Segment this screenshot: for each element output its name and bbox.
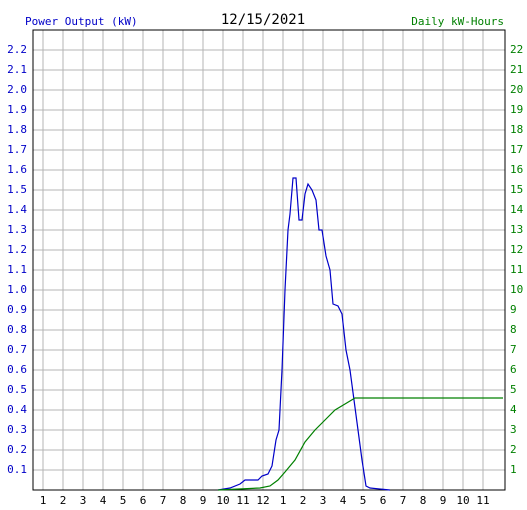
y-tick-label: 0.8 bbox=[7, 323, 27, 336]
y-tick-label: 0.2 bbox=[7, 443, 27, 456]
y2-tick-label: 3 bbox=[510, 423, 517, 436]
x-tick-label: 5 bbox=[360, 494, 367, 507]
y2-tick-label: 14 bbox=[510, 203, 524, 216]
x-tick-label: 10 bbox=[216, 494, 229, 507]
y2-tick-label: 21 bbox=[510, 63, 523, 76]
y-tick-label: 0.9 bbox=[7, 303, 27, 316]
x-tick-label: 7 bbox=[400, 494, 407, 507]
y-tick-label: 1.0 bbox=[7, 283, 27, 296]
y-axis-title: Power Output (kW) bbox=[25, 15, 138, 28]
y2-tick-label: 18 bbox=[510, 123, 523, 136]
y2-axis-title: Daily kW-Hours bbox=[411, 15, 504, 28]
x-tick-label: 4 bbox=[340, 494, 347, 507]
y2-tick-label: 17 bbox=[510, 143, 523, 156]
y-tick-label: 0.4 bbox=[7, 403, 27, 416]
y-tick-label: 0.1 bbox=[7, 463, 27, 476]
y2-tick-label: 19 bbox=[510, 103, 523, 116]
chart-title: 12/15/2021 bbox=[221, 12, 305, 28]
y-tick-label: 1.5 bbox=[7, 183, 27, 196]
y2-tick-label: 10 bbox=[510, 283, 523, 296]
x-tick-label: 3 bbox=[320, 494, 327, 507]
y-tick-label: 1.3 bbox=[7, 223, 27, 236]
x-tick-label: 11 bbox=[476, 494, 489, 507]
y-tick-label: 1.9 bbox=[7, 103, 27, 116]
x-tick-label: 12 bbox=[256, 494, 269, 507]
y2-tick-label: 9 bbox=[510, 303, 517, 316]
y2-tick-label: 1 bbox=[510, 463, 517, 476]
y-tick-label: 1.8 bbox=[7, 123, 27, 136]
x-tick-label: 1 bbox=[280, 494, 287, 507]
x-tick-label: 11 bbox=[236, 494, 249, 507]
y2-tick-label: 15 bbox=[510, 183, 523, 196]
y-tick-label: 1.2 bbox=[7, 243, 27, 256]
x-tick-label: 8 bbox=[420, 494, 427, 507]
y-tick-label: 2.2 bbox=[7, 43, 27, 56]
y2-tick-label: 6 bbox=[510, 363, 517, 376]
x-tick-label: 2 bbox=[60, 494, 67, 507]
x-tick-label: 10 bbox=[456, 494, 469, 507]
y-tick-label: 0.6 bbox=[7, 363, 27, 376]
x-tick-label: 9 bbox=[200, 494, 207, 507]
y2-tick-label: 8 bbox=[510, 323, 517, 336]
y2-tick-label: 22 bbox=[510, 43, 523, 56]
y2-tick-label: 13 bbox=[510, 223, 523, 236]
y-tick-label: 0.5 bbox=[7, 383, 27, 396]
y-tick-label: 2.1 bbox=[7, 63, 27, 76]
y2-tick-label: 2 bbox=[510, 443, 517, 456]
y-tick-label: 0.7 bbox=[7, 343, 27, 356]
x-tick-label: 5 bbox=[120, 494, 127, 507]
x-tick-label: 6 bbox=[380, 494, 387, 507]
y2-tick-label: 11 bbox=[510, 263, 523, 276]
y-tick-label: 1.1 bbox=[7, 263, 27, 276]
y2-tick-label: 7 bbox=[510, 343, 517, 356]
x-tick-label: 4 bbox=[100, 494, 107, 507]
y-tick-label: 2.0 bbox=[7, 83, 27, 96]
x-tick-label: 9 bbox=[440, 494, 447, 507]
series-line bbox=[217, 177, 391, 491]
y2-tick-label: 4 bbox=[510, 403, 517, 416]
y2-tick-label: 20 bbox=[510, 83, 523, 96]
x-tick-label: 1 bbox=[40, 494, 47, 507]
y2-tick-label: 12 bbox=[510, 243, 523, 256]
y-tick-label: 1.6 bbox=[7, 163, 27, 176]
y-tick-label: 0.3 bbox=[7, 423, 27, 436]
plot-frame bbox=[32, 29, 506, 491]
y-tick-label: 1.7 bbox=[7, 143, 27, 156]
series-line bbox=[217, 397, 503, 491]
x-tick-label: 3 bbox=[80, 494, 87, 507]
y2-tick-label: 16 bbox=[510, 163, 523, 176]
x-tick-label: 7 bbox=[160, 494, 167, 507]
x-tick-label: 2 bbox=[300, 494, 307, 507]
y2-tick-label: 5 bbox=[510, 383, 517, 396]
y-tick-label: 1.4 bbox=[7, 203, 27, 216]
x-tick-label: 8 bbox=[180, 494, 187, 507]
x-tick-label: 6 bbox=[140, 494, 147, 507]
